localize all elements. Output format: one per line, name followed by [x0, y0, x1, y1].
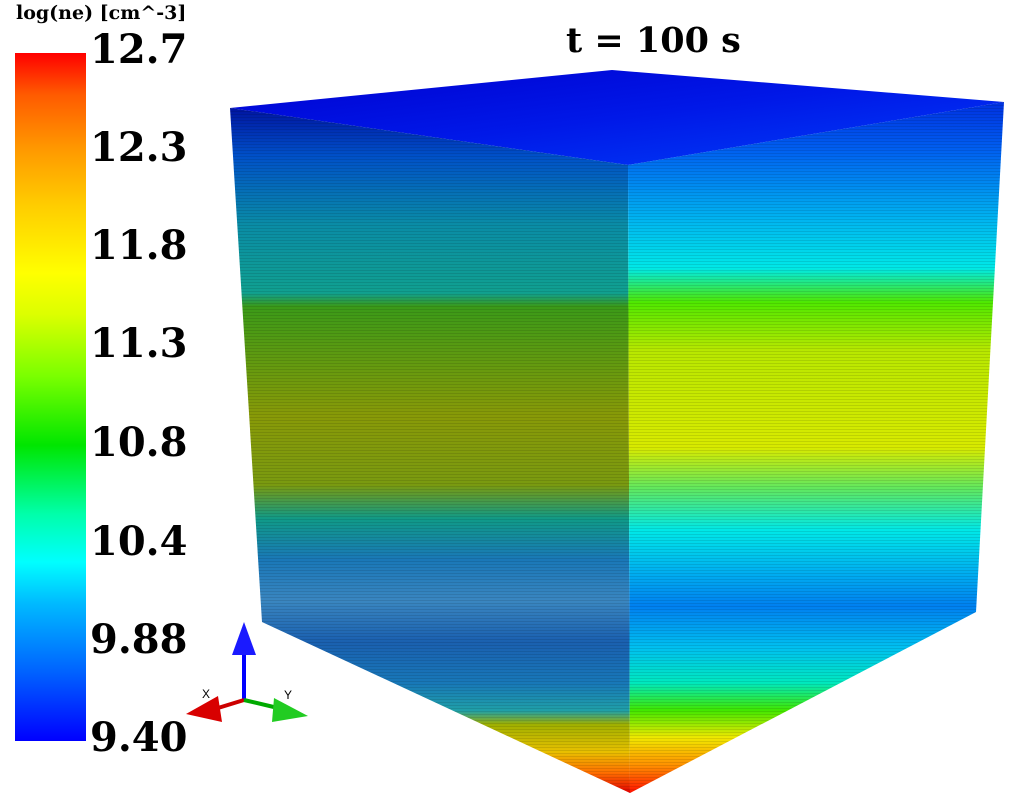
x-axis-arrow-icon — [186, 696, 222, 722]
axes-triad: X Y — [186, 622, 308, 722]
colorbar-tick: 11.8 — [90, 222, 188, 269]
x-axis-label: X — [202, 687, 210, 701]
colorbar-tick: 10.8 — [90, 419, 188, 466]
z-axis-arrow-icon — [232, 622, 256, 655]
time-label: t = 100 s — [566, 20, 741, 61]
colorbar-title: log(ne) [cm^-3] — [16, 2, 187, 24]
y-axis-label: Y — [284, 688, 292, 702]
colorbar-gradient — [15, 53, 86, 741]
colorbar-tick: 12.7 — [90, 26, 188, 73]
colorbar-tick: 9.40 — [90, 714, 188, 761]
cube-top-face — [230, 70, 1004, 165]
colorbar-tick: 12.3 — [90, 124, 188, 171]
y-axis-arrow-icon — [272, 698, 308, 722]
colorbar-tick: 9.88 — [90, 616, 188, 663]
colorbar-tick: 10.4 — [90, 518, 188, 565]
colorbar-tick: 11.3 — [90, 320, 188, 367]
